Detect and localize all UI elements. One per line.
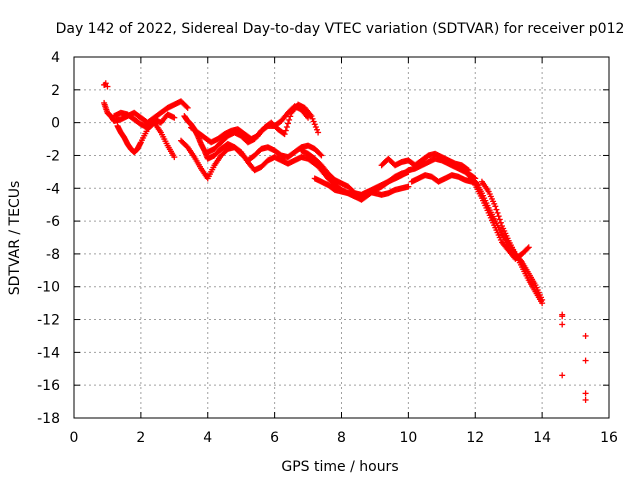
x-tick-label: 0 (70, 430, 79, 446)
x-tick-labels: 0 2 4 6 8 10 12 14 16 (70, 430, 618, 446)
x-axis-label: GPS time / hours (281, 459, 398, 475)
chart-title: Day 142 of 2022, Sidereal Day-to-day VTE… (56, 21, 625, 37)
data-points (101, 80, 589, 403)
data-point (282, 127, 289, 134)
data-point (311, 121, 318, 128)
data-point (405, 183, 412, 190)
data-point (283, 124, 290, 131)
y-tick-label: -18 (37, 411, 60, 427)
data-point (497, 219, 504, 226)
y-tick-label: -4 (46, 181, 60, 197)
x-tick-label: 10 (399, 430, 417, 446)
data-point (559, 321, 566, 328)
y-tick-label: -6 (46, 214, 60, 230)
x-tick-label: 6 (270, 430, 279, 446)
data-point (496, 216, 503, 223)
data-point (495, 213, 502, 220)
y-tick-label: -10 (37, 280, 60, 296)
data-point (171, 154, 178, 161)
data-point (582, 332, 589, 339)
data-point (183, 103, 190, 110)
x-tick-label: 12 (466, 430, 484, 446)
y-tick-label: 4 (51, 50, 60, 66)
data-point (285, 120, 291, 127)
data-point (494, 209, 501, 216)
grid-lines (74, 57, 609, 418)
data-point (524, 245, 531, 252)
y-tick-label: -12 (37, 313, 60, 329)
y-tick-labels: 4 2 0 -2 -4 -6 -8 -10 -12 -14 -16 -18 (37, 50, 60, 427)
data-point (582, 390, 589, 397)
y-tick-label: -2 (46, 148, 60, 164)
y-tick-label: 0 (51, 116, 60, 132)
y-tick-label: -16 (37, 378, 60, 394)
x-tick-label: 14 (533, 430, 551, 446)
x-tick-label: 16 (600, 430, 618, 446)
y-tick-label: -8 (46, 247, 60, 263)
data-point (287, 113, 294, 120)
data-point (317, 151, 324, 158)
data-point (101, 81, 108, 88)
data-point (525, 244, 532, 251)
data-point (492, 203, 499, 210)
data-point (493, 206, 500, 213)
data-point (559, 313, 566, 320)
data-point (305, 114, 312, 121)
y-axis-label: SDTVAR / TECUs (7, 181, 23, 296)
plot-frame (73, 56, 610, 419)
data-point (539, 300, 546, 307)
y-tick-label: 2 (51, 83, 60, 99)
data-point (318, 152, 325, 159)
x-tick-label: 2 (136, 430, 145, 446)
data-point (582, 357, 589, 364)
data-point (471, 177, 478, 184)
data-point (312, 124, 319, 131)
y-tick-label: -14 (37, 345, 60, 361)
data-point (559, 372, 566, 379)
data-point (313, 126, 320, 133)
x-tick-label: 8 (337, 430, 346, 446)
data-point (315, 129, 322, 136)
data-point (286, 116, 293, 123)
data-point (309, 115, 316, 122)
data-point (582, 396, 589, 403)
data-point (281, 131, 288, 138)
data-point (171, 114, 178, 121)
data-point (310, 118, 317, 125)
data-point (184, 104, 191, 111)
x-tick-label: 4 (203, 430, 212, 446)
